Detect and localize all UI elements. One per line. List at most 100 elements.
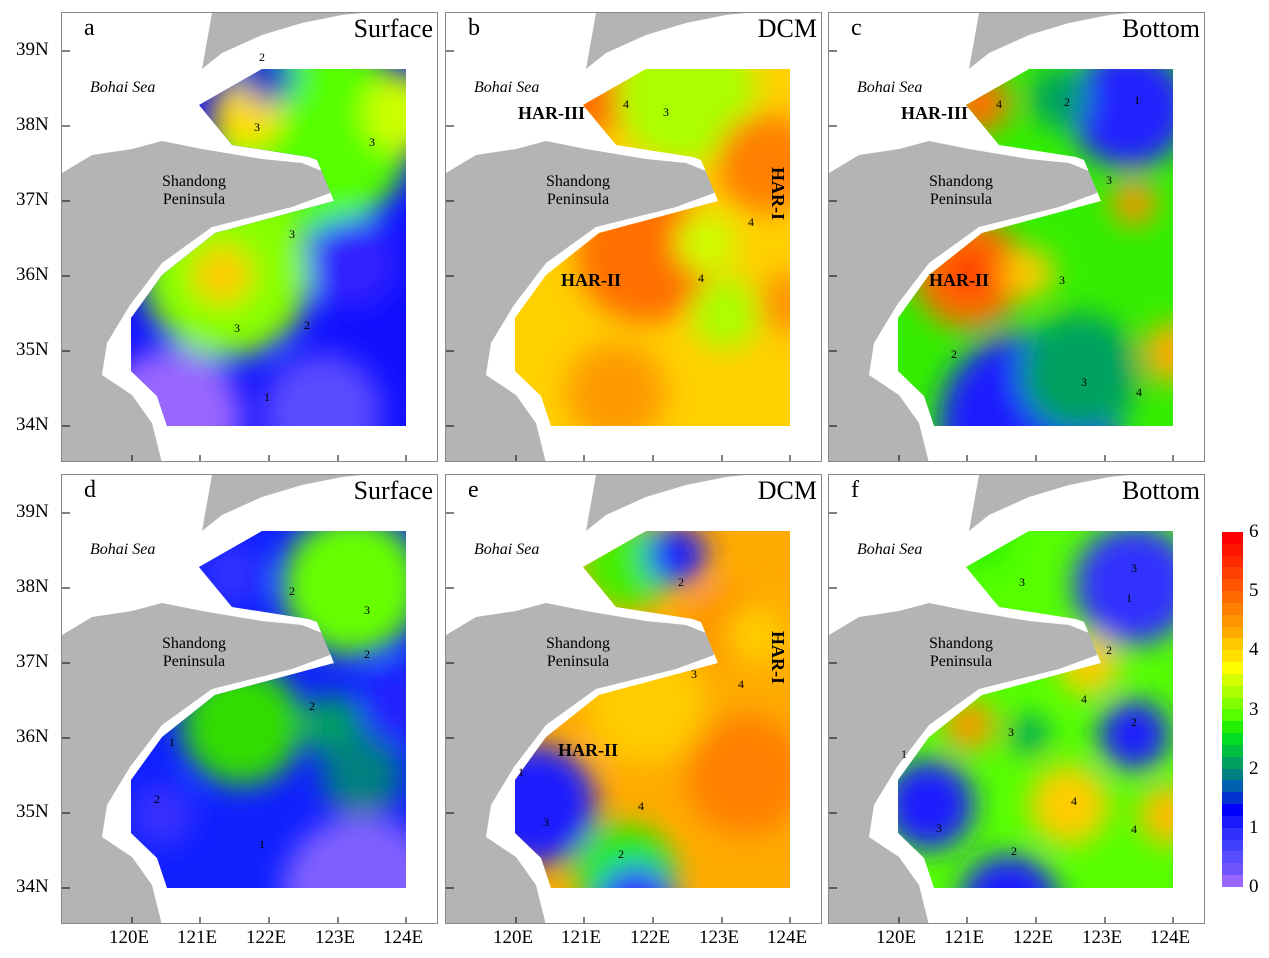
- contour-label: 1: [259, 837, 265, 851]
- lat-label: 35N: [16, 801, 49, 822]
- field-blob: [1144, 323, 1173, 383]
- field-blob: [1009, 715, 1049, 755]
- bohai-sea-label: Bohai Sea: [90, 541, 156, 558]
- map-panel-c: c Bottom Bohai Sea Shandong Peninsula HAR-II…: [828, 12, 1205, 462]
- colorbar-swatch: [1222, 733, 1243, 745]
- field-blob: [307, 218, 397, 308]
- depth-label: Bottom: [1121, 476, 1200, 505]
- contour-label: 4: [996, 97, 1002, 111]
- field-blob: [362, 665, 406, 745]
- har-label: HAR-I: [768, 167, 788, 220]
- contour-label: 1: [1134, 93, 1140, 107]
- field-blob: [566, 343, 666, 426]
- land-liaodong: [969, 13, 1129, 69]
- panel-letter: e: [468, 477, 479, 503]
- colorbar-swatch: [1222, 827, 1243, 840]
- lon-label: 120E: [493, 927, 534, 948]
- contour-label: 2: [364, 647, 370, 661]
- colorbar-tick: 2: [1249, 757, 1259, 779]
- contour-label: 2: [1011, 844, 1017, 858]
- field-blob: [596, 865, 676, 888]
- contour-label: 3: [254, 120, 260, 134]
- field-blob: [686, 715, 790, 835]
- map-panel-b: b DCM Bohai Sea Shandong Peninsula HAR-III HA…: [445, 12, 822, 462]
- contour-label: 1: [518, 765, 524, 779]
- field-blob: [202, 545, 262, 605]
- shandong-label: Shandong Peninsula: [162, 173, 226, 208]
- land-liaodong: [586, 13, 746, 69]
- map-panel-d: d Surface Bohai Sea Shandong Peninsula 2 3 2 2 1…: [61, 474, 438, 924]
- field-blob: [132, 785, 192, 845]
- colorbar-swatch: [1222, 626, 1243, 639]
- contour-label: 3: [1106, 173, 1112, 187]
- colorbar-swatch: [1222, 685, 1243, 698]
- contour-label: 4: [1071, 794, 1077, 808]
- field-blob: [691, 278, 761, 348]
- colorbar-swatch: [1222, 579, 1243, 592]
- lat-label: 38N: [16, 114, 49, 135]
- colorbar-swatch: [1222, 875, 1243, 887]
- field-blob: [726, 605, 786, 665]
- panel-letter: a: [84, 15, 95, 41]
- contour-label: 3: [289, 227, 295, 241]
- colorbar-swatch: [1222, 543, 1243, 556]
- lon-label: 123E: [315, 927, 356, 948]
- lon-label: 124E: [767, 927, 808, 948]
- contour-label: 4: [1131, 822, 1137, 836]
- contour-label: 2: [289, 584, 295, 598]
- field-blob: [1069, 69, 1173, 168]
- har-label: HAR-III: [901, 103, 969, 123]
- panel-letter: b: [468, 15, 480, 41]
- lat-label: 36N: [16, 264, 49, 285]
- contour-label: 4: [698, 271, 704, 285]
- contour-label: 1: [264, 390, 270, 404]
- field-blob: [1029, 69, 1089, 128]
- contour-label: 3: [1019, 575, 1025, 589]
- lat-label: 37N: [16, 651, 49, 672]
- contour-label: 2: [1106, 643, 1112, 657]
- lat-label: 39N: [16, 501, 49, 522]
- lon-label: 121E: [177, 927, 218, 948]
- colorbar-swatch: [1222, 863, 1243, 876]
- contour-label: 4: [1081, 692, 1087, 706]
- lat-label: 37N: [16, 189, 49, 210]
- contour-label: 4: [638, 799, 644, 813]
- shandong-label: Shandong Peninsula: [546, 635, 610, 670]
- land-liaodong: [202, 475, 362, 531]
- colorbar-swatch: [1222, 567, 1243, 580]
- contour-label: 2: [1064, 95, 1070, 109]
- colorbar-swatch: [1222, 697, 1243, 710]
- concentration-field: [131, 531, 406, 888]
- contour-label: 4: [748, 215, 754, 229]
- field-blob: [282, 531, 406, 655]
- field-blob: [756, 273, 790, 333]
- colorbar-swatch: [1222, 756, 1243, 769]
- shandong-label: Shandong Peninsula: [929, 173, 993, 208]
- depth-label: Surface: [353, 14, 433, 43]
- field-blob: [362, 73, 406, 153]
- lon-label: 120E: [109, 927, 150, 948]
- land-liaodong: [202, 13, 362, 69]
- colorbar-swatch: [1222, 851, 1243, 864]
- contour-label: 2: [1131, 715, 1137, 729]
- field-blob: [239, 69, 295, 103]
- depth-label: Surface: [353, 476, 433, 505]
- har-label: HAR-II: [561, 270, 622, 290]
- contour-label: 3: [234, 321, 240, 335]
- colorbar-swatch: [1222, 744, 1243, 757]
- lat-label: 39N: [16, 39, 49, 60]
- field-blob: [949, 253, 989, 293]
- contour-label: 3: [543, 815, 549, 829]
- colorbar-swatch: [1222, 673, 1243, 686]
- panel-letter: c: [851, 15, 862, 41]
- depth-label: Bottom: [1121, 14, 1200, 43]
- colorbar-swatch: [1222, 532, 1243, 544]
- land-shandong: [446, 141, 714, 461]
- lon-label: 121E: [561, 927, 602, 948]
- contour-label: 2: [309, 699, 315, 713]
- lon-label: 121E: [944, 927, 985, 948]
- bohai-sea-label: Bohai Sea: [474, 541, 540, 558]
- contour-label: 4: [1136, 385, 1142, 399]
- contour-label: 2: [259, 50, 265, 64]
- land-shandong: [446, 603, 714, 923]
